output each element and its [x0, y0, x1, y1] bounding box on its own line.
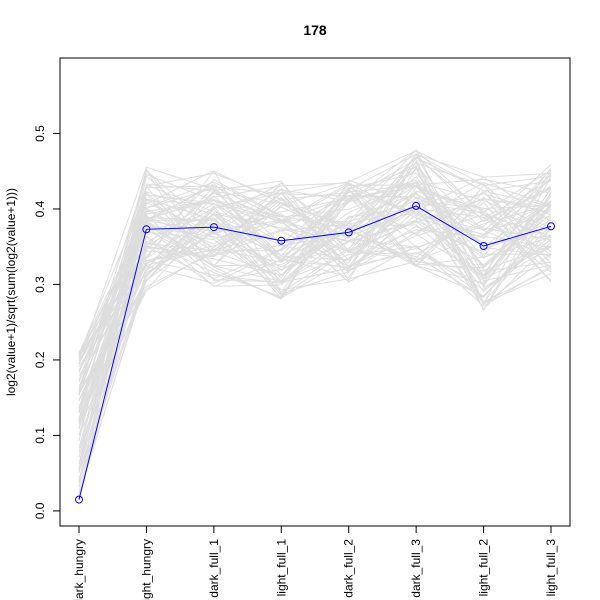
background-series-line: [78, 153, 552, 497]
background-series-line: [78, 168, 552, 419]
data-point: [209, 223, 218, 232]
background-series-line: [78, 193, 552, 501]
y-tick-label: 0.0: [33, 502, 47, 519]
data-point: [547, 222, 555, 231]
background-series-line: [78, 153, 552, 470]
chart-title: 178: [303, 22, 327, 38]
x-tick-label: light_full_3: [544, 539, 558, 597]
background-series-line: [78, 190, 552, 422]
background-series-line: [78, 166, 552, 361]
background-series-line: [78, 153, 552, 393]
data-point: [479, 242, 488, 250]
background-series-line: [78, 167, 552, 358]
x-tick-label: light_full_1: [274, 539, 288, 597]
background-series-line: [78, 172, 552, 411]
background-series-line: [78, 187, 552, 396]
y-tick-label: 0.2: [33, 351, 47, 368]
x-tick-label: dark_full_1: [207, 539, 221, 598]
background-series-group: [78, 149, 552, 501]
x-tick-label: dark_hungry: [72, 539, 86, 600]
data-point: [75, 495, 83, 504]
background-series-line: [78, 149, 552, 488]
background-series-line: [78, 231, 552, 465]
highlighted-series-group: [75, 201, 555, 504]
y-axis-title: log2(value+1)/sqrt(sum(log2(value+1))): [4, 188, 18, 396]
background-series-line: [78, 182, 552, 364]
y-tick-label: 0.1: [33, 427, 47, 444]
data-point: [412, 201, 421, 210]
background-series-line: [78, 157, 552, 419]
x-tick-label: light_hungry: [139, 539, 153, 600]
background-series-line: [78, 182, 552, 471]
data-point: [277, 236, 286, 245]
background-series-line: [78, 186, 552, 421]
y-tick-label: 0.5: [33, 125, 47, 142]
background-series-line: [78, 178, 552, 452]
background-series-line: [78, 167, 552, 488]
y-tick-label: 0.4: [33, 200, 47, 217]
background-series-line: [78, 160, 552, 393]
background-series-line: [78, 184, 552, 495]
x-tick-label: light_full_2: [477, 539, 491, 597]
background-series-line: [78, 197, 552, 356]
x-tick-label: dark_full_3: [409, 539, 423, 598]
x-axis: dark_hungry light_hungry dark_full_1 light_…: [72, 525, 558, 600]
background-series-line: [78, 170, 552, 500]
background-series-line: [78, 195, 552, 371]
data-point: [344, 228, 353, 237]
y-axis: 0.0 0.1 0.2 0.3 0.4 0.5: [33, 125, 61, 519]
background-series-line: [78, 162, 552, 496]
background-series-line: [78, 168, 552, 441]
background-series-line: [78, 203, 552, 479]
background-series-line: [78, 179, 552, 469]
background-series-line: [78, 185, 552, 413]
background-series-line: [78, 179, 552, 394]
series-line: [78, 205, 552, 500]
background-series-line: [78, 166, 552, 436]
data-point: [142, 225, 151, 234]
x-tick-label: dark_full_2: [342, 539, 356, 598]
y-tick-label: 0.3: [33, 276, 47, 293]
